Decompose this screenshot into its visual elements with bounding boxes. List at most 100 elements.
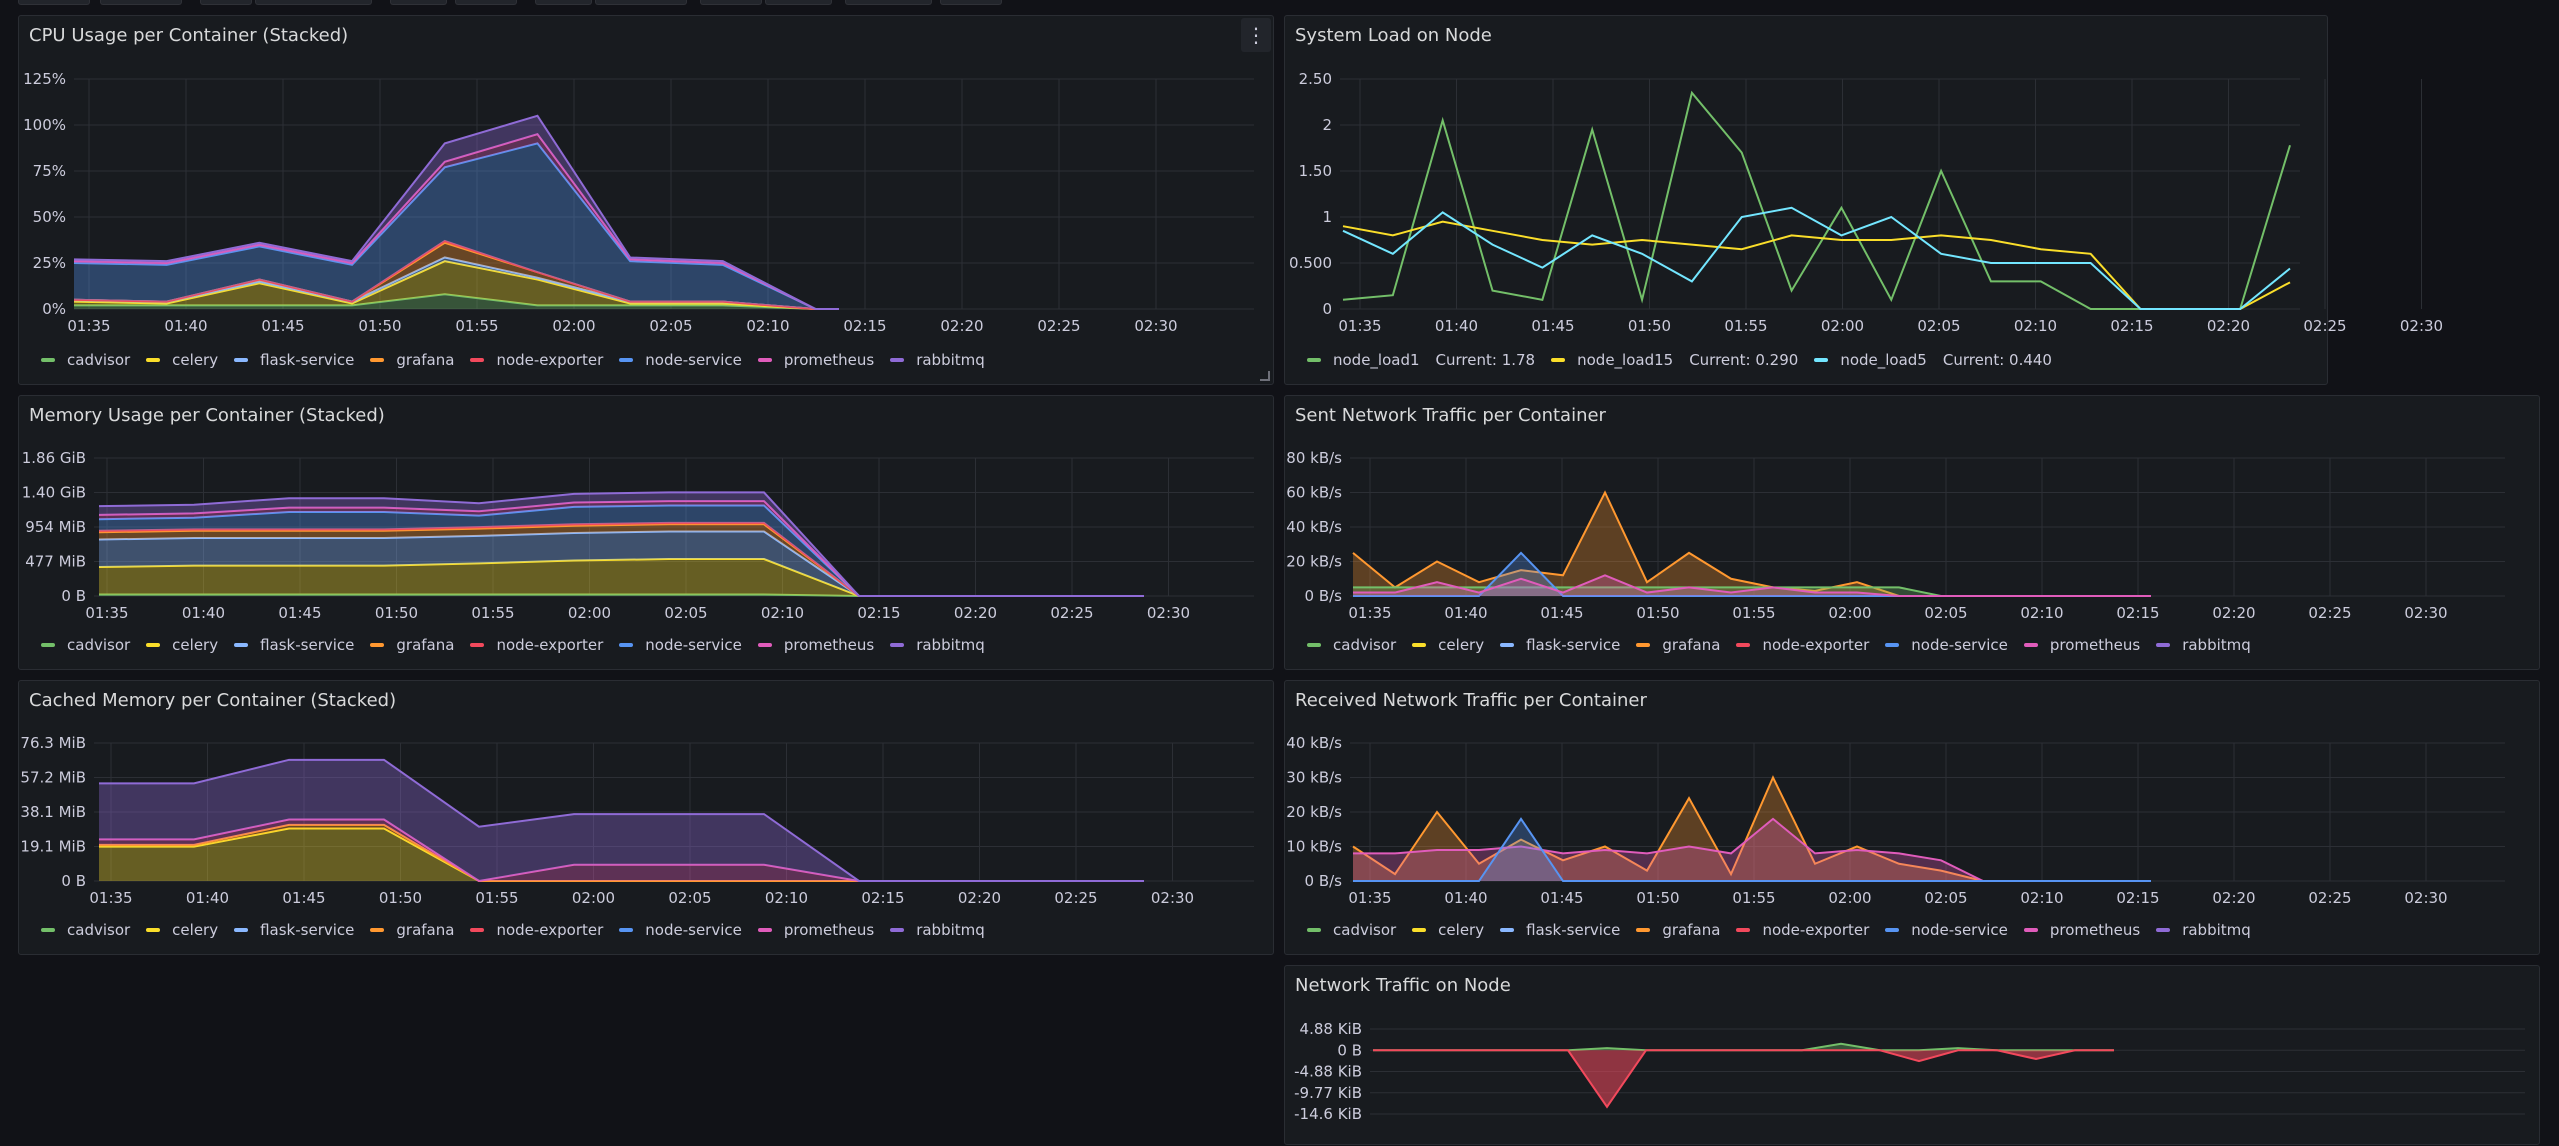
x-tick-label: 01:35 (67, 317, 110, 335)
legend-item[interactable]: node-service (619, 921, 742, 939)
y-tick-label: 40 kB/s (1286, 734, 1342, 752)
x-tick-label: 01:35 (89, 889, 132, 907)
toolbar-button-stub[interactable] (390, 0, 447, 5)
toolbar-button-stub[interactable] (535, 0, 592, 5)
x-tick-label: 02:05 (1924, 604, 1967, 622)
panel-node-network[interactable]: Network Traffic on Node 4.88 KiB 0 B -4.88… (1284, 965, 2540, 1145)
legend-item[interactable]: celery (146, 636, 218, 654)
chart-cache: 0 B 19.1 MiB 38.1 MiB 57.2 MiB 76.3 MiB 01:35… (20, 734, 1254, 907)
panel-system-load[interactable]: System Load on Node 0 0.500 1 1.50 2 2.50 01:3… (1284, 15, 2443, 385)
legend-item[interactable]: node-service (1885, 921, 2008, 939)
toolbar-button-stub[interactable] (940, 0, 1002, 5)
legend-label: flask-service (1526, 921, 1621, 939)
legend-label: grafana (1662, 636, 1721, 654)
legend-item[interactable]: node-exporter (470, 921, 603, 939)
x-tick-label: 02:05 (664, 604, 707, 622)
x-tick-label: 01:50 (1628, 317, 1671, 335)
y-tick-label: -14.6 KiB (1294, 1105, 1362, 1123)
panel-memory-usage[interactable]: Memory Usage per Container (Stacked) 0 B… (18, 395, 1274, 670)
legend-item[interactable]: node-service (619, 636, 742, 654)
line-node-exporter (73, 239, 839, 310)
legend-item[interactable]: celery (146, 921, 218, 939)
legend-item[interactable]: rabbitmq (890, 636, 985, 654)
panel-sent-network[interactable]: Sent Network Traffic per Container 0 B/s… (1284, 395, 2540, 670)
area-celery (99, 559, 1144, 596)
legend-item[interactable]: rabbitmq (890, 351, 985, 369)
x-tick-label: 02:10 (2020, 889, 2063, 907)
legend-label: node-exporter (496, 636, 604, 654)
toolbar-button-stub[interactable] (765, 0, 832, 5)
x-tick-label: 02:25 (1054, 889, 1097, 907)
legend-item[interactable]: rabbitmq (2156, 921, 2251, 939)
area-node-service (99, 505, 1144, 596)
toolbar-button-stub[interactable] (18, 0, 90, 5)
legend-item[interactable]: flask-service (1500, 921, 1620, 939)
toolbar-button-stub[interactable] (455, 0, 517, 5)
toolbar-button-stub[interactable] (100, 0, 182, 5)
legend-item[interactable]: grafana (370, 921, 454, 939)
line-sent (1373, 1049, 2114, 1109)
toolbar-button-stub[interactable] (200, 0, 252, 5)
toolbar-button-stub[interactable] (700, 0, 762, 5)
legend-item[interactable]: cadvisor (1307, 921, 1396, 939)
legend-swatch-icon (370, 928, 385, 932)
legend-item[interactable]: cadvisor (1307, 636, 1396, 654)
resize-handle-icon[interactable] (1260, 371, 1270, 381)
legend-item[interactable]: flask-service (234, 636, 354, 654)
toolbar-button-stub[interactable] (595, 0, 687, 5)
toolbar-button-stub[interactable] (845, 0, 932, 5)
legend-item[interactable]: flask-service (234, 351, 354, 369)
legend-item[interactable]: celery (146, 351, 218, 369)
legend-item[interactable]: flask-service (1500, 636, 1620, 654)
legend-swatch-icon (619, 358, 634, 362)
kebab-menu-icon[interactable]: ⋮ (1241, 18, 1271, 52)
legend-item[interactable]: cadvisor (41, 636, 130, 654)
legend-swatch-icon (619, 928, 634, 932)
legend-swatch-icon (1736, 928, 1751, 932)
panel-received-network[interactable]: Received Network Traffic per Container 0… (1284, 680, 2540, 955)
legend-item[interactable]: node-exporter (470, 636, 603, 654)
legend-item[interactable]: node-exporter (1736, 921, 1869, 939)
legend-current-value: Current: 1.78 (1435, 351, 1536, 369)
legend-item[interactable]: celery (1412, 636, 1484, 654)
legend-item[interactable]: cadvisor (41, 351, 130, 369)
line-rabbitmq (73, 114, 839, 310)
y-tick-label: 0 B (1337, 1041, 1362, 1059)
legend-item[interactable]: prometheus (757, 921, 874, 939)
legend-item[interactable]: cadvisor (41, 921, 130, 939)
legend-item[interactable]: prometheus (757, 351, 874, 369)
toolbar-button-stub[interactable] (255, 0, 372, 5)
legend-swatch-icon (890, 643, 905, 647)
x-tick-label: 02:25 (2303, 317, 2346, 335)
legend-item[interactable]: grafana (1636, 921, 1720, 939)
legend-item[interactable]: rabbitmq (890, 921, 985, 939)
legend-item[interactable]: node_load5 Current: 0.440 (1814, 351, 2052, 369)
legend-item[interactable]: celery (1412, 921, 1484, 939)
x-tick-label: 01:55 (1732, 889, 1775, 907)
legend-label: node-service (645, 921, 742, 939)
legend-item[interactable]: prometheus (2023, 636, 2140, 654)
panel-cpu-usage[interactable]: CPU Usage per Container (Stacked) ⋮ 0% 25… (18, 15, 1274, 385)
legend-item[interactable]: grafana (1636, 636, 1720, 654)
legend-item[interactable]: grafana (370, 636, 454, 654)
legend-item[interactable]: node-exporter (1736, 636, 1869, 654)
legend-item[interactable]: prometheus (757, 636, 874, 654)
legend-item[interactable]: rabbitmq (2156, 636, 2251, 654)
legend-item[interactable]: flask-service (234, 921, 354, 939)
legend-item[interactable]: node_load1 Current: 1.78 (1307, 351, 1535, 369)
legend-item[interactable]: prometheus (2023, 921, 2140, 939)
x-tick-label: 02:30 (1147, 604, 1190, 622)
y-tick-label: -9.77 KiB (1294, 1084, 1362, 1102)
panel-title: Received Network Traffic per Container (1295, 690, 1647, 711)
legend-swatch-icon (41, 358, 55, 362)
legend-swatch-icon (370, 643, 385, 647)
legend-item[interactable]: node-exporter (470, 351, 603, 369)
legend-item[interactable]: node-service (1885, 636, 2008, 654)
legend-label: node-exporter (496, 921, 604, 939)
chart-sent: 0 B/s 20 kB/s 40 kB/s 60 kB/s 80 kB/s 01:35 01… (1286, 449, 2505, 622)
legend-item[interactable]: node_load15 Current: 0.290 (1551, 351, 1798, 369)
legend-item[interactable]: node-service (619, 351, 742, 369)
panel-cached-memory[interactable]: Cached Memory per Container (Stacked) 0 … (18, 680, 1274, 955)
x-tick-label: 02:00 (568, 604, 611, 622)
legend-item[interactable]: grafana (370, 351, 454, 369)
